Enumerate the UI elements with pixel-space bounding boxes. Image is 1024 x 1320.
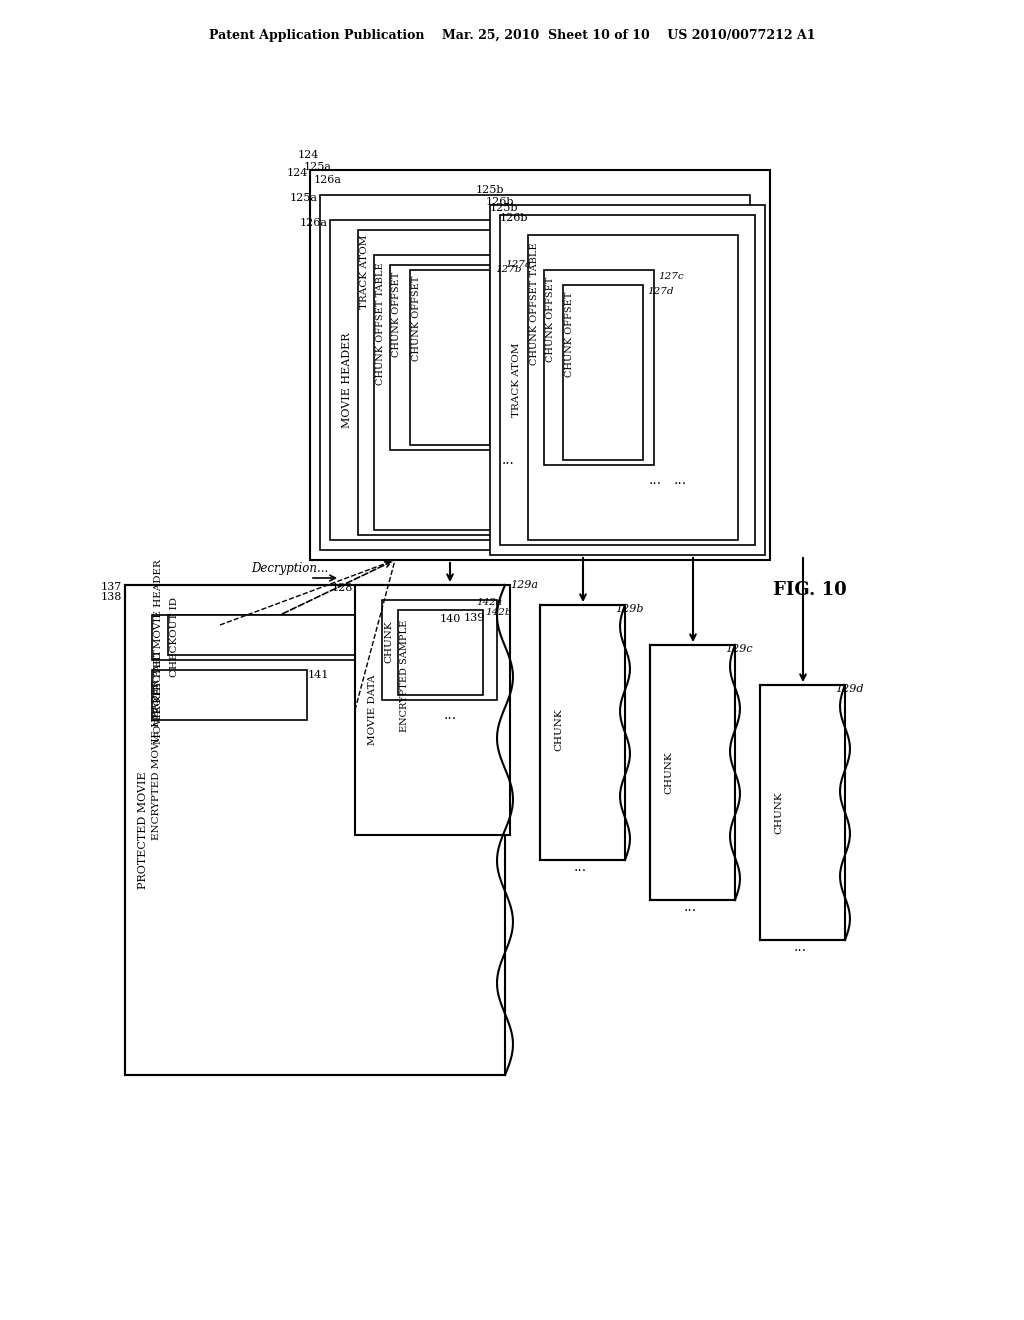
Text: Decryption...: Decryption...: [251, 562, 329, 576]
Text: 128: 128: [332, 583, 353, 593]
Bar: [563, 285, 643, 459]
Text: 127b: 127b: [495, 265, 521, 275]
Text: CHUNK: CHUNK: [774, 792, 783, 834]
Text: ...: ...: [648, 473, 662, 487]
Bar: [544, 271, 654, 465]
Bar: [490, 205, 765, 554]
Text: CHUNK OFFSET TABLE: CHUNK OFFSET TABLE: [530, 242, 539, 364]
Text: ...: ...: [443, 708, 457, 722]
Bar: [410, 271, 490, 445]
Text: 127d: 127d: [647, 286, 674, 296]
Text: CHUNK OFFSET: CHUNK OFFSET: [565, 292, 574, 378]
Text: TRACK ATOM: TRACK ATOM: [360, 235, 369, 309]
Text: CHUNK: CHUNK: [384, 620, 393, 663]
Text: TRACK ATOM: TRACK ATOM: [512, 343, 521, 417]
Text: ...: ...: [674, 473, 686, 487]
Bar: [390, 265, 500, 450]
Text: 126a: 126a: [314, 176, 342, 185]
Text: CHUNK OFFSET TABLE: CHUNK OFFSET TABLE: [376, 261, 385, 384]
Bar: [125, 585, 505, 1074]
Text: 141: 141: [308, 671, 330, 680]
Bar: [500, 215, 755, 545]
Text: 129d: 129d: [835, 684, 863, 694]
Text: ...: ...: [683, 900, 696, 913]
Bar: [398, 610, 483, 696]
Bar: [152, 671, 307, 719]
Bar: [168, 615, 438, 655]
Text: 140: 140: [440, 614, 462, 624]
Text: 142b: 142b: [485, 609, 512, 616]
Text: MOVIE DATA: MOVIE DATA: [368, 675, 377, 746]
Text: MOVIE KEY PART: MOVIE KEY PART: [154, 649, 163, 744]
Text: CHUNK: CHUNK: [664, 751, 673, 795]
Bar: [374, 255, 705, 531]
Text: ...: ...: [794, 940, 807, 954]
Text: 142a: 142a: [476, 598, 502, 607]
Text: CHUNK: CHUNK: [554, 709, 563, 751]
Text: FIG. 10: FIG. 10: [773, 581, 847, 599]
Text: 129c: 129c: [725, 644, 753, 653]
Text: 139: 139: [464, 612, 485, 623]
Bar: [760, 685, 845, 940]
Text: 127c: 127c: [658, 272, 684, 281]
Text: ...: ...: [573, 861, 587, 874]
Bar: [330, 220, 730, 540]
Text: 125b: 125b: [476, 185, 504, 195]
Bar: [152, 615, 462, 660]
Text: ENCRYPTED SAMPLE: ENCRYPTED SAMPLE: [400, 620, 409, 733]
Text: 124: 124: [287, 168, 308, 178]
Bar: [382, 601, 497, 700]
Text: 126a: 126a: [300, 218, 328, 228]
Text: 138: 138: [100, 591, 122, 602]
Text: ENCRYPTED MOVIE HEADER: ENCRYPTED MOVIE HEADER: [152, 680, 161, 841]
Text: 127a: 127a: [505, 260, 531, 269]
Text: CHECKOUT ID: CHECKOUT ID: [170, 597, 179, 677]
Text: ...: ...: [502, 453, 514, 467]
Bar: [650, 645, 735, 900]
Bar: [528, 235, 738, 540]
Text: 124: 124: [297, 150, 318, 160]
Text: 129b: 129b: [615, 605, 643, 614]
Bar: [319, 195, 750, 550]
Text: 126b: 126b: [485, 197, 514, 207]
Text: 129a: 129a: [510, 579, 538, 590]
Text: CHUNK OFFSET: CHUNK OFFSET: [412, 276, 421, 362]
Text: Patent Application Publication    Mar. 25, 2010  Sheet 10 of 10    US 2010/00772: Patent Application Publication Mar. 25, …: [209, 29, 815, 41]
Text: CHUNK OFFSET: CHUNK OFFSET: [546, 277, 555, 363]
Text: MOVIE HEADER: MOVIE HEADER: [342, 333, 352, 428]
Bar: [310, 170, 770, 560]
Text: 137: 137: [100, 582, 122, 591]
Bar: [358, 230, 718, 535]
Text: PROTECTED MOVIE: PROTECTED MOVIE: [138, 771, 148, 888]
Bar: [355, 585, 510, 836]
Text: 126b: 126b: [500, 213, 528, 223]
Text: 125b: 125b: [490, 203, 518, 213]
Bar: [540, 605, 625, 861]
Text: 125a: 125a: [290, 193, 318, 203]
Text: PROTECTED MOVIE HEADER: PROTECTED MOVIE HEADER: [154, 560, 163, 721]
Text: CHUNK OFFSET: CHUNK OFFSET: [392, 272, 401, 358]
Text: 125a: 125a: [304, 162, 332, 172]
